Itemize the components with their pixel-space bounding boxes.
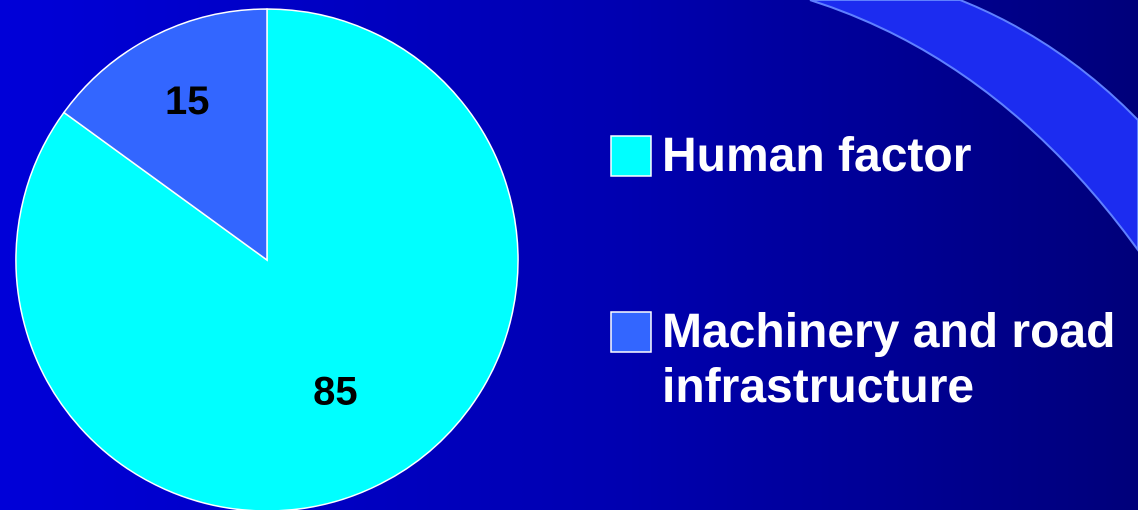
legend-label: Machinery and road infrastructure	[662, 305, 1116, 413]
pie: 85 15	[15, 8, 519, 510]
pie-slice	[62, 8, 268, 262]
decoration	[809, 0, 1138, 252]
legend	[610, 135, 652, 353]
legend-label: Human factor	[662, 129, 972, 182]
data-label: 85	[313, 370, 358, 414]
legend-swatch	[610, 135, 652, 177]
legend-swatch	[610, 311, 652, 353]
data-label: 15	[165, 79, 210, 123]
